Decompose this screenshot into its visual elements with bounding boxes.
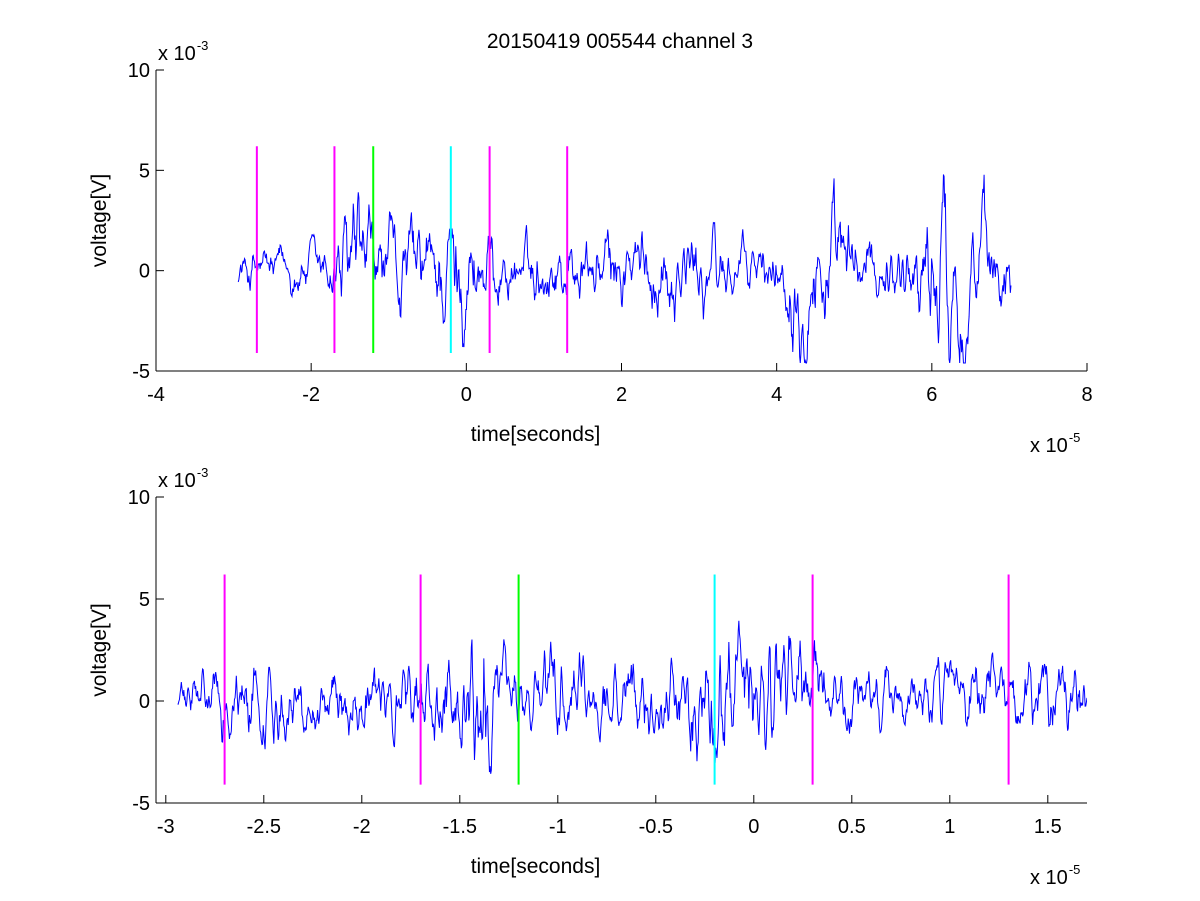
x-exponent-label: x 10-5 [1030,862,1080,889]
x-tick-label: 0.5 [838,816,866,838]
y-tick-label: 10 [128,60,150,82]
x-tick-label: 2 [616,384,627,406]
x-axis-label: time[seconds] [471,423,601,446]
y-tick-label: -5 [132,361,150,383]
bottom-subplot: -3 -2.5 -2 -1.5 -1 -0.5 0 0.5 1 1.5 -5 0 5 10 time[sec… [88,465,1087,889]
x-tick-label: 0 [748,816,759,838]
y-tick-label: 5 [139,589,150,611]
x-tick-label: 1 [944,816,955,838]
x-tick-label: -2 [302,384,320,406]
x-tick-label: -2 [353,816,371,838]
x-tick-label: -3 [157,816,175,838]
x-tick-label: -0.5 [639,816,673,838]
x-tick-label: -4 [147,384,165,406]
y-tick-label: 10 [128,487,150,509]
y-tick-label: -5 [132,793,150,815]
x-axis-label: time[seconds] [471,855,601,878]
y-tick-label: 0 [139,261,150,283]
x-exponent-label: x 10-5 [1030,430,1080,457]
signal-trace [237,174,1012,364]
y-tick-label: 5 [139,160,150,182]
x-tick-label: -2.5 [247,816,281,838]
x-tick-label: 4 [771,384,782,406]
signal-trace [177,620,1087,774]
y-tick-label: 0 [139,691,150,713]
x-tick-label: 1.5 [1034,816,1062,838]
y-exponent-label: x 10-3 [158,465,208,492]
y-exponent-label: x 10-3 [158,38,208,65]
x-tick-label: -1.5 [443,816,477,838]
y-axis-label: voltage[V] [88,603,111,696]
top-subplot: -4 -2 0 2 4 6 8 -5 0 5 10 time[seconds] voltage[V] x … [88,38,1093,457]
y-axis-label: voltage[V] [88,174,111,267]
x-tick-label: -1 [549,816,567,838]
figure-title: 20150419 005544 channel 3 [487,30,753,53]
x-tick-label: 6 [926,384,937,406]
x-tick-label: 8 [1081,384,1092,406]
x-tick-label: 0 [461,384,472,406]
